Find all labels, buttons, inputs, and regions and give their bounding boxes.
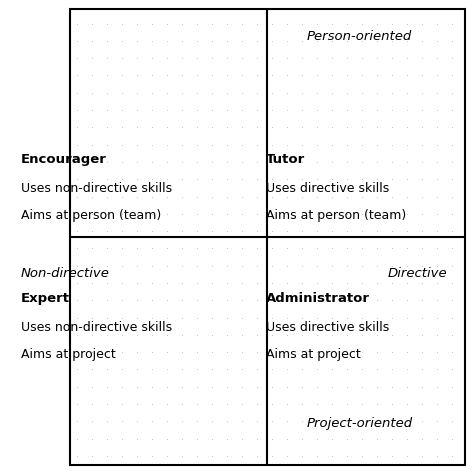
Text: Non-directive: Non-directive — [21, 266, 109, 280]
Text: Aims at project: Aims at project — [266, 347, 361, 361]
Text: Uses non-directive skills: Uses non-directive skills — [21, 182, 172, 195]
Text: Directive: Directive — [388, 266, 447, 280]
Text: Project-oriented: Project-oriented — [307, 418, 413, 430]
Text: Person-oriented: Person-oriented — [307, 30, 412, 43]
Text: Tutor: Tutor — [266, 153, 305, 166]
Text: Aims at person (team): Aims at person (team) — [266, 209, 406, 222]
Text: Administrator: Administrator — [266, 292, 370, 305]
Text: Uses directive skills: Uses directive skills — [266, 182, 390, 195]
Text: Encourager: Encourager — [21, 153, 107, 166]
Text: Expert: Expert — [21, 292, 70, 305]
Text: Aims at person (team): Aims at person (team) — [21, 209, 161, 222]
Text: Uses directive skills: Uses directive skills — [266, 321, 390, 334]
Text: Uses non-directive skills: Uses non-directive skills — [21, 321, 172, 334]
Text: Aims at project: Aims at project — [21, 347, 116, 361]
